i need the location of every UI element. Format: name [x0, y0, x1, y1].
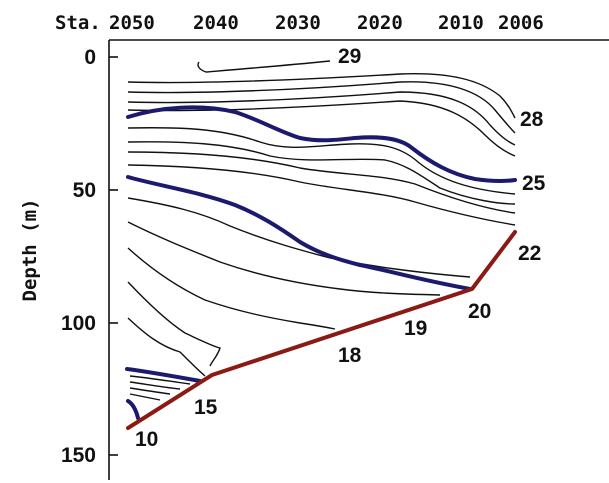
contour-label-25: 25	[522, 172, 546, 195]
depth-tick-50: 50	[73, 179, 96, 202]
station-tick-2040: 2040	[193, 12, 239, 34]
station-tick-2050: 2050	[109, 12, 155, 34]
contour-bold-upper	[126, 105, 517, 183]
contour-bold-bottom	[126, 399, 140, 420]
bold-contours	[125, 105, 517, 420]
contour-thin-m	[127, 317, 206, 377]
contour-label-18: 18	[338, 344, 362, 367]
contour-thin-g	[127, 151, 516, 214]
contour-thin-l	[127, 281, 221, 367]
contour-thin-f	[127, 141, 516, 205]
contour-thin-h	[127, 164, 516, 226]
contour-thin-p	[129, 381, 181, 390]
contour-thin-o	[129, 375, 191, 385]
station-tick-2030: 2030	[275, 12, 321, 34]
contour-thin-a	[127, 73, 516, 119]
contour-label-22: 22	[518, 242, 541, 265]
contour-label-10: 10	[135, 428, 158, 451]
contour-bold-deep	[125, 367, 202, 383]
contour-thin-j	[127, 221, 441, 296]
contour-thin-e	[127, 127, 516, 195]
thin-contours	[127, 60, 516, 401]
depth-tick-150: 150	[61, 444, 96, 467]
contour-label-20: 20	[468, 300, 491, 323]
contour-thin-c	[127, 91, 516, 146]
contour-label-15: 15	[194, 396, 218, 419]
contour-label-19: 19	[404, 317, 427, 340]
depth-tick-100: 100	[61, 312, 96, 335]
station-tick-2020: 2020	[357, 12, 403, 34]
contour-thin-r	[129, 393, 161, 401]
contour-29	[197, 60, 331, 73]
seafloor-line	[126, 230, 517, 430]
depth-tick-0: 0	[84, 46, 96, 69]
station-label-prefix: Sta.	[55, 12, 101, 34]
station-tick-2010: 2010	[438, 12, 484, 34]
station-tick-2006: 2006	[498, 12, 544, 34]
contour-thin-i	[127, 197, 471, 278]
contour-thin-b	[127, 81, 516, 134]
contour-thin-k	[127, 247, 336, 330]
contour-thin-q	[129, 387, 171, 395]
y-axis-title: Depth (m)	[19, 199, 41, 302]
contour-bold-middle	[126, 175, 472, 291]
contour-label-28: 28	[520, 108, 544, 131]
contour-label-29: 29	[338, 45, 361, 68]
